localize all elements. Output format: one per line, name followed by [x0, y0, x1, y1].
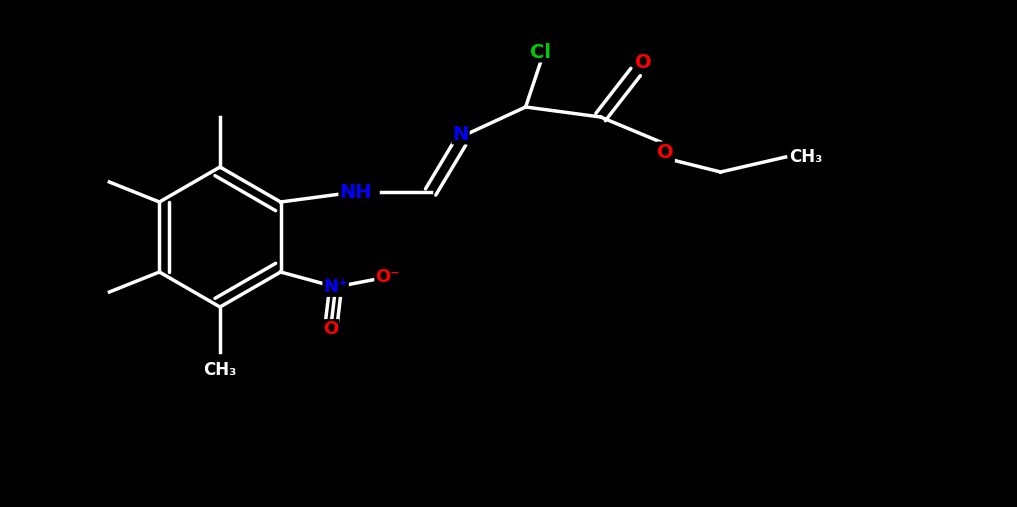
Text: O: O: [636, 53, 652, 71]
Text: N: N: [453, 125, 469, 143]
Text: N⁺: N⁺: [323, 278, 348, 296]
Text: CH₃: CH₃: [789, 148, 823, 166]
Text: Cl: Cl: [530, 43, 551, 61]
Text: O: O: [657, 142, 674, 162]
Text: O⁻: O⁻: [375, 268, 400, 286]
Text: O: O: [323, 320, 339, 338]
Text: NH: NH: [340, 183, 372, 201]
Text: CH₃: CH₃: [203, 361, 237, 379]
